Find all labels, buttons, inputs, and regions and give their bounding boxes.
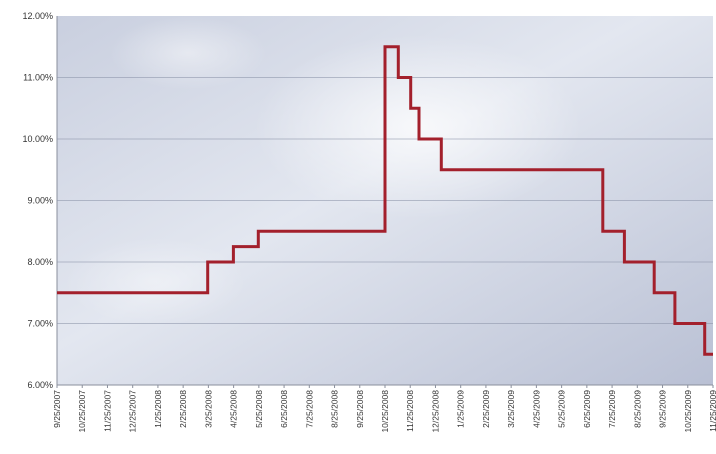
x-tick-label: 2/25/2009 — [481, 390, 491, 428]
x-tick-label: 9/25/2009 — [658, 390, 668, 428]
x-tick-label: 9/25/2007 — [52, 390, 62, 428]
x-tick-label: 12/25/2007 — [128, 390, 138, 433]
background-glow — [109, 16, 267, 90]
series-line — [57, 45, 713, 356]
background-glow — [63, 237, 248, 326]
x-tick-label: 1/25/2008 — [153, 390, 163, 428]
x-tick-label: 4/25/2008 — [229, 390, 239, 428]
y-axis: 12.00% 11.00% 10.00% 9.00% 8.00% 7.00% 6.00% — [22, 11, 53, 390]
y-tick-label: 12.00% — [22, 11, 53, 21]
x-tick-label: 7/25/2009 — [607, 390, 617, 428]
y-tick-label: 10.00% — [22, 134, 53, 144]
x-tick-label: 5/25/2008 — [254, 390, 264, 428]
x-tick-label: 7/25/2008 — [304, 390, 314, 428]
x-tick-label: 10/25/2007 — [77, 390, 87, 433]
y-tick-label: 7.00% — [27, 319, 53, 329]
x-tick-label: 8/25/2008 — [330, 390, 340, 428]
y-tick-label: 6.00% — [27, 380, 53, 390]
x-tick-label: 12/25/2008 — [430, 390, 440, 433]
x-tick-label: 3/25/2008 — [203, 390, 213, 428]
x-tick-label: 9/25/2008 — [355, 390, 365, 428]
x-tick-label: 6/25/2008 — [279, 390, 289, 428]
series — [57, 45, 713, 356]
y-tick-label: 9.00% — [27, 196, 53, 206]
x-tick-label: 10/25/2009 — [683, 390, 693, 433]
x-tick-label: 11/25/2009 — [708, 390, 716, 432]
x-tick-label: 1/25/2009 — [456, 390, 466, 428]
x-axis: 9/25/2007 10/25/2007 11/25/2007 12/25/2007 1… — [52, 385, 716, 433]
x-tick-label: 8/25/2009 — [632, 390, 642, 428]
x-tick-label: 2/25/2008 — [178, 390, 188, 428]
y-tick-label: 8.00% — [27, 257, 53, 267]
x-tick-label: 4/25/2009 — [531, 390, 541, 428]
x-tick-label: 3/25/2009 — [506, 390, 516, 428]
x-tick-label: 11/25/2008 — [405, 390, 415, 432]
x-tick-label: 6/25/2009 — [582, 390, 592, 428]
y-tick-label: 11.00% — [23, 73, 53, 83]
x-tick-label: 11/25/2007 — [102, 390, 112, 432]
x-tick-label: 5/25/2009 — [557, 390, 567, 428]
x-tick-label: 10/25/2008 — [380, 390, 390, 433]
